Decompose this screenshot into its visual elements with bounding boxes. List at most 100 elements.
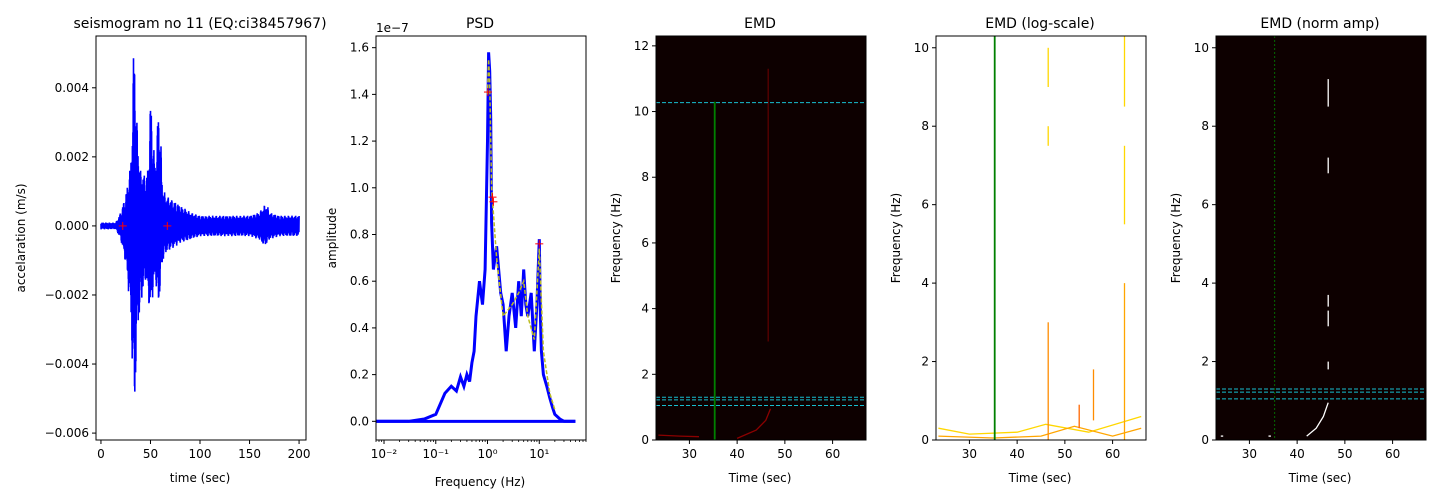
emd-plot-area: 30 40 50 60 0 2 4 6 8 10 12 (634, 35, 867, 461)
y-tick-label: 4 (641, 302, 649, 316)
x-tick-label: 10⁰ (477, 447, 497, 461)
x-tick-label: 10⁻¹ (423, 447, 450, 461)
psd-curve (376, 52, 576, 423)
seismogram-xlabel: time (sec) (170, 471, 231, 485)
x-tick-label: 40 (729, 447, 744, 461)
heatmap-background (936, 36, 1146, 440)
y-tick-label: 1.6 (350, 41, 369, 55)
psd-xlabel: Frequency (Hz) (435, 475, 526, 489)
y-tick-label: 4 (1201, 276, 1209, 290)
x-tick-label: 200 (288, 447, 311, 461)
emd-streak (938, 415, 1142, 435)
x-tick-label: 40 (1289, 447, 1304, 461)
x-tick-label: 50 (777, 447, 792, 461)
x-tick-label: 0 (97, 447, 105, 461)
x-tick-label: 30 (682, 447, 697, 461)
x-tick-label: 60 (825, 447, 840, 461)
y-tick-label: 0.4 (350, 321, 369, 335)
seismogram-trace (100, 58, 300, 392)
axes-frame (95, 35, 307, 441)
emd-norm-xlabel: Time (sec) (1288, 471, 1352, 485)
emd-log-xlabel: Time (sec) (1008, 471, 1072, 485)
peak-marker (163, 221, 172, 230)
x-tick-label: 60 (1385, 447, 1400, 461)
emd-norm-title: EMD (norm amp) (1260, 16, 1379, 32)
panel-psd: PSD 1e−7 10⁻² 10⁻¹ 10⁰ 10¹ 0.0 0.2 0.4 0.6 0.8 1.… (325, 16, 587, 489)
y-tick-label: 0.002 (55, 150, 89, 164)
panel-seismogram: seismogram no 11 (EQ:ci38457967) 0 50 100 1… (14, 16, 327, 485)
heatmap-background (656, 36, 866, 440)
y-tick-label: 0.004 (55, 81, 89, 95)
psd-plot-area: 10⁻² 10⁻¹ 10⁰ 10¹ 0.0 0.2 0.4 0.6 0.8 1.0 1.2 1.4 1.… (350, 35, 587, 461)
emd-norm-plot-area: 30 40 50 60 0 2 4 6 8 10 (1194, 35, 1427, 461)
y-tick-label: 2 (641, 367, 649, 381)
seismogram-title: seismogram no 11 (EQ:ci38457967) (73, 16, 326, 32)
emd-ylabel: Frequency (Hz) (609, 193, 623, 284)
y-tick-label: 2 (921, 355, 929, 369)
emd-xlabel: Time (sec) (728, 471, 792, 485)
x-tick-label: 40 (1009, 447, 1024, 461)
y-tick-label: 0 (921, 433, 929, 447)
x-tick-label: 50 (143, 447, 158, 461)
y-tick-label: 0.2 (350, 368, 369, 382)
y-tick-label: 0.8 (350, 227, 369, 241)
y-tick-label: 12 (634, 39, 649, 53)
peak-marker (535, 239, 544, 248)
y-tick-label: 8 (641, 170, 649, 184)
emd-streak (736, 408, 772, 439)
axes-frame (375, 35, 587, 441)
heatmap-background (1216, 36, 1426, 440)
y-tick-label: 0.000 (55, 219, 89, 233)
emd-log-ylabel: Frequency (Hz) (889, 193, 903, 284)
x-tick-label: 30 (962, 447, 977, 461)
panel-emd-log: EMD (log-scale) 30 40 50 60 0 2 4 6 8 10 Time (se… (889, 16, 1147, 485)
emd-title: EMD (744, 16, 776, 32)
y-tick-label: 2 (1201, 355, 1209, 369)
emd-norm-ylabel: Frequency (Hz) (1169, 193, 1183, 284)
y-tick-label: 10 (634, 105, 649, 119)
y-tick-label: 0 (641, 433, 649, 447)
y-tick-label: 6 (641, 236, 649, 250)
y-tick-label: 1.2 (350, 134, 369, 148)
seismogram-ylabel: accelaration (m/s) (14, 183, 28, 292)
y-tick-label: 0.0 (350, 414, 369, 428)
x-tick-label: 10⁻² (371, 447, 398, 461)
y-tick-label: 1.4 (350, 87, 369, 101)
psd-title: PSD (466, 16, 494, 32)
y-tick-label: 4 (921, 276, 929, 290)
y-tick-label: 0 (1201, 433, 1209, 447)
y-tick-label: 8 (921, 119, 929, 133)
y-tick-label: 0.6 (350, 274, 369, 288)
y-tick-label: 10 (1194, 41, 1209, 55)
axes-frame (935, 35, 1147, 441)
y-tick-label: 6 (921, 198, 929, 212)
peak-marker (118, 221, 127, 230)
axes-frame (1215, 35, 1427, 441)
seismogram-plot-area: 0 50 100 150 200 −0.006 −0.004 −0.002 0.000 0.002… (45, 35, 311, 461)
x-tick-label: 100 (189, 447, 212, 461)
emd-log-plot-area: 30 40 50 60 0 2 4 6 8 10 (914, 35, 1147, 461)
emd-log-title: EMD (log-scale) (985, 16, 1095, 32)
y-tick-label: 6 (1201, 198, 1209, 212)
peak-marker (489, 197, 498, 206)
x-tick-label: 50 (1337, 447, 1352, 461)
y-tick-label: −0.002 (45, 288, 89, 302)
emd-streak (1306, 402, 1329, 437)
x-tick-label: 10¹ (529, 447, 549, 461)
emd-streak (938, 425, 1142, 439)
peak-marker (483, 88, 492, 97)
y-tick-label: 10 (914, 41, 929, 55)
axes-frame (655, 35, 867, 441)
y-tick-label: 8 (1201, 119, 1209, 133)
y-tick-label: −0.004 (45, 357, 89, 371)
y-tick-label: 1.0 (350, 181, 369, 195)
panel-emd: EMD 30 40 50 60 0 2 4 6 8 10 12 Time (sec) Frequen… (609, 16, 867, 485)
y-tick-label: −0.006 (45, 426, 89, 440)
x-tick-label: 50 (1057, 447, 1072, 461)
psd-offset-text: 1e−7 (376, 21, 409, 35)
panel-emd-norm: EMD (norm amp) 30 40 50 60 0 2 4 6 8 10 Time (sec… (1169, 16, 1427, 485)
peak-marker (488, 193, 497, 202)
x-tick-label: 150 (238, 447, 261, 461)
x-tick-label: 30 (1242, 447, 1257, 461)
